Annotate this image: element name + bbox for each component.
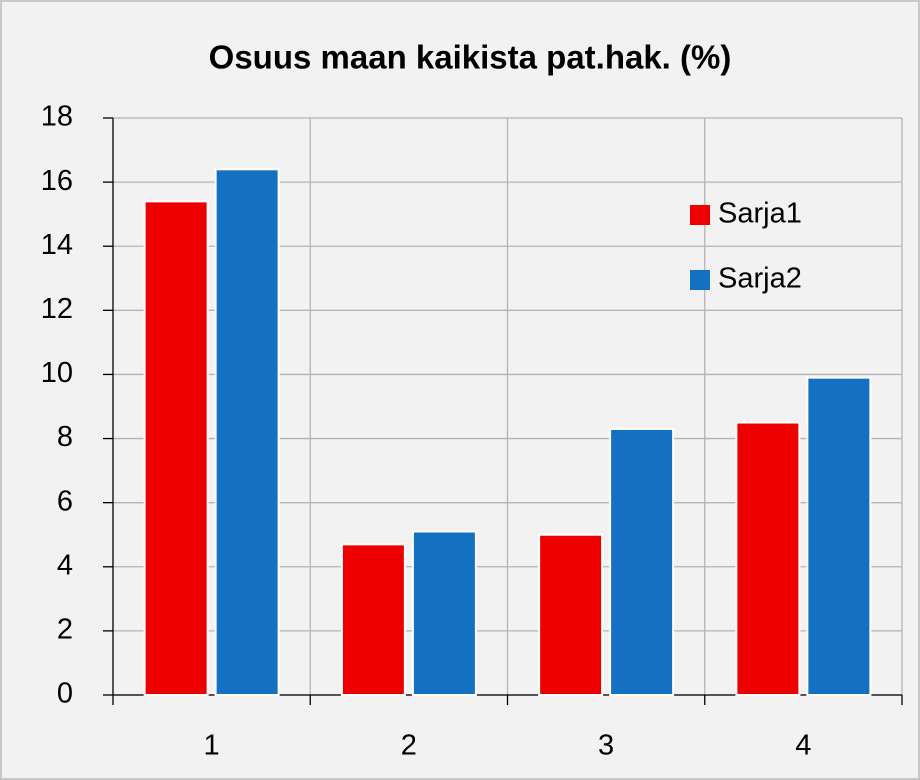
bar	[609, 427, 675, 696]
y-tick-label: 0	[57, 678, 73, 710]
x-tick-label: 4	[795, 730, 811, 762]
y-tick-label: 6	[57, 485, 73, 517]
legend-swatch	[690, 270, 710, 290]
chart-title: Osuus maan kaikista pat.hak. (%)	[209, 39, 732, 76]
y-tick-label: 8	[57, 421, 73, 453]
x-tick-label: 3	[598, 730, 614, 762]
x-tick-label: 2	[401, 730, 417, 762]
bar	[735, 421, 801, 696]
y-tick-label: 14	[41, 229, 73, 261]
bar	[411, 530, 477, 696]
y-tick-label: 10	[41, 357, 73, 389]
bar	[143, 200, 209, 696]
bar	[340, 543, 406, 696]
legend-swatch	[690, 205, 710, 225]
bar	[538, 533, 604, 696]
legend-label: Sarja1	[718, 198, 802, 230]
legend-label: Sarja2	[718, 263, 802, 295]
x-tick-label: 1	[204, 730, 220, 762]
bar	[806, 376, 872, 696]
y-tick-label: 18	[41, 101, 73, 133]
y-tick-label: 2	[57, 614, 73, 646]
y-tick-label: 12	[41, 293, 73, 325]
bar	[214, 168, 280, 697]
y-tick-label: 4	[57, 549, 73, 581]
y-tick-label: 16	[41, 165, 73, 197]
